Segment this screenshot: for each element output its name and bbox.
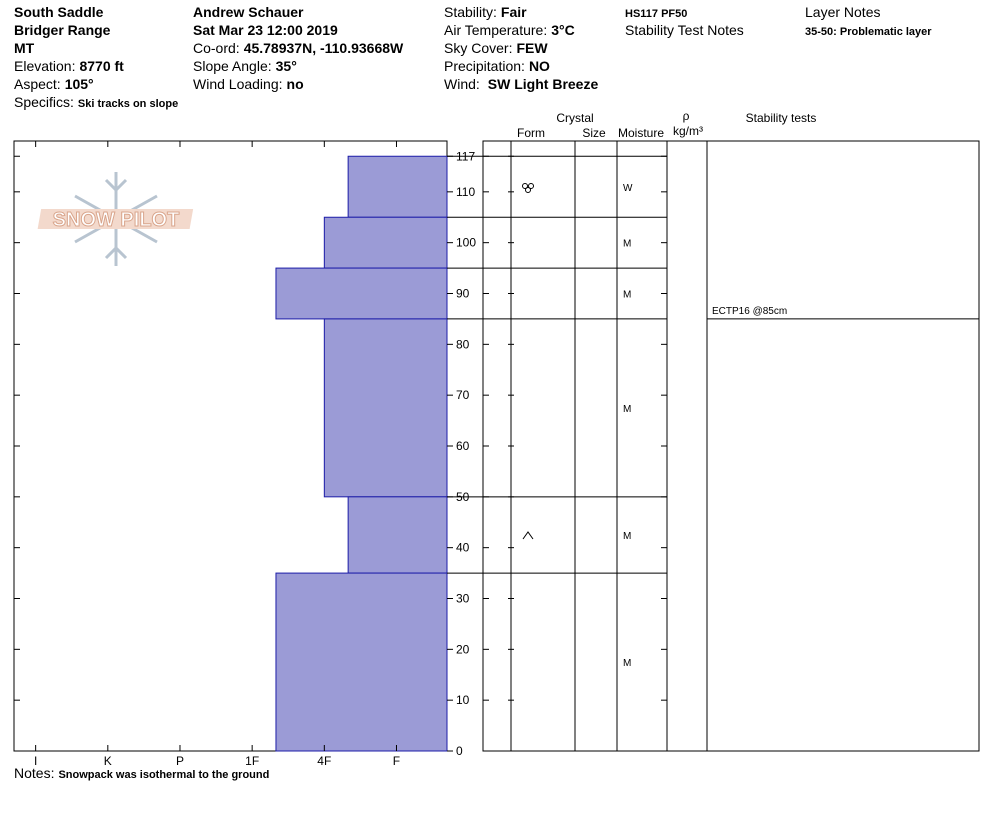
date: Sat Mar 23 12:00 2019 [193,22,338,38]
logo-text: SNOW PILOT [53,209,180,231]
label: Notes: [14,765,54,781]
notes: Notes: Snowpack was isothermal to the gro… [14,765,269,781]
value: Fair [501,4,527,20]
x-tick-label: 4F [317,754,331,768]
y-tick-label: 50 [456,490,470,504]
hardness-bar [323,318,448,498]
label: Sky Cover: [444,40,512,56]
label: Aspect: [14,76,61,92]
y-tick-label: 70 [456,388,470,402]
hardness-bar [275,267,448,320]
value: Snowpack was isothermal to the ground [58,769,269,781]
value: Ski tracks on slope [78,98,178,110]
y-tick-label: 30 [456,592,470,606]
label: Air Temperature: [444,22,547,38]
sky-cover: Sky Cover: FEW [444,40,548,56]
label: Wind Loading: [193,76,283,92]
layer-notes-title: Layer Notes [805,4,880,20]
size-header: Size [582,126,606,140]
wind: Wind: SW Light Breeze [444,76,598,92]
x-tick-label: K [104,754,112,768]
value: 3°C [551,22,575,38]
value: SW Light Breeze [488,76,599,92]
site: South Saddle [14,4,104,20]
y-tick-label: 117 [456,149,475,163]
hardness-bar [275,572,448,752]
air-temperature: Air Temperature: 3°C [444,22,575,38]
hardness-bar [347,496,448,574]
y-tick-label: 80 [456,337,470,351]
x-tick-label: 1F [245,754,259,768]
precipitation: Precipitation: NO [444,58,550,74]
slope-angle: Slope Angle: 35° [193,58,297,74]
stability-test: ECTP16 @85cm [712,306,787,317]
coord: Co-ord: 45.78937N, -110.93668W [193,40,404,56]
aspect: Aspect: 105° [14,76,94,92]
moisture: M [623,404,631,415]
y-tick-label: 90 [456,287,470,301]
y-tick-label: 20 [456,642,470,656]
state: MT [14,40,35,56]
form-symbol [522,183,534,193]
hardness-bar [347,155,448,218]
stability-tests-header: Stability tests [746,111,817,125]
label: Elevation: [14,58,75,74]
x-tick-label: P [176,754,184,768]
value: 8770 ft [79,58,124,74]
observer: Andrew Schauer [193,4,304,20]
y-tick-label: 100 [456,236,476,250]
y-tick-label: 40 [456,541,470,555]
x-tick-label: I [34,754,37,768]
hs-pf: HS117 PF50 [625,8,687,20]
specifics: Specifics: Ski tracks on slope [14,94,178,110]
label: Precipitation: [444,58,525,74]
elevation: Elevation: 8770 ft [14,58,124,74]
value: 45.78937N, -110.93668W [244,40,404,56]
moisture-header: Moisture [618,126,664,140]
value: 35° [276,58,297,74]
y-tick-label: 0 [456,744,463,758]
label: Slope Angle: [193,58,272,74]
x-tick-label: F [393,754,400,768]
rho-header: ρ [683,109,690,123]
moisture: M [623,290,631,301]
value: no [287,76,304,92]
y-tick-label: 60 [456,439,470,453]
label: Co-ord: [193,40,240,56]
range: Bridger Range [14,22,111,38]
moisture: M [623,531,631,542]
label: Wind: [444,76,480,92]
y-tick-label: 110 [456,185,475,199]
density-unit: kg/m³ [673,124,703,138]
moisture: M [623,658,631,669]
label: Stability: [444,4,497,20]
stability-test-notes: Stability Test Notes [625,22,744,38]
moisture: W [623,183,633,194]
wind-loading: Wind Loading: no [193,76,304,92]
logo-band [37,209,194,229]
form-symbol [522,531,534,540]
hardness-bar [323,216,448,269]
table-frame [482,140,980,752]
label: Specifics: [14,94,74,110]
layer-notes: 35-50: Problematic layer [805,26,932,38]
y-tick-label: 10 [456,693,470,707]
crystal-header: Crystal [556,111,593,125]
value: FEW [516,40,548,56]
moisture: M [623,239,631,250]
value: 105° [65,76,94,92]
value: NO [529,58,550,74]
stability: Stability: Fair [444,4,527,20]
form-header: Form [517,126,545,140]
